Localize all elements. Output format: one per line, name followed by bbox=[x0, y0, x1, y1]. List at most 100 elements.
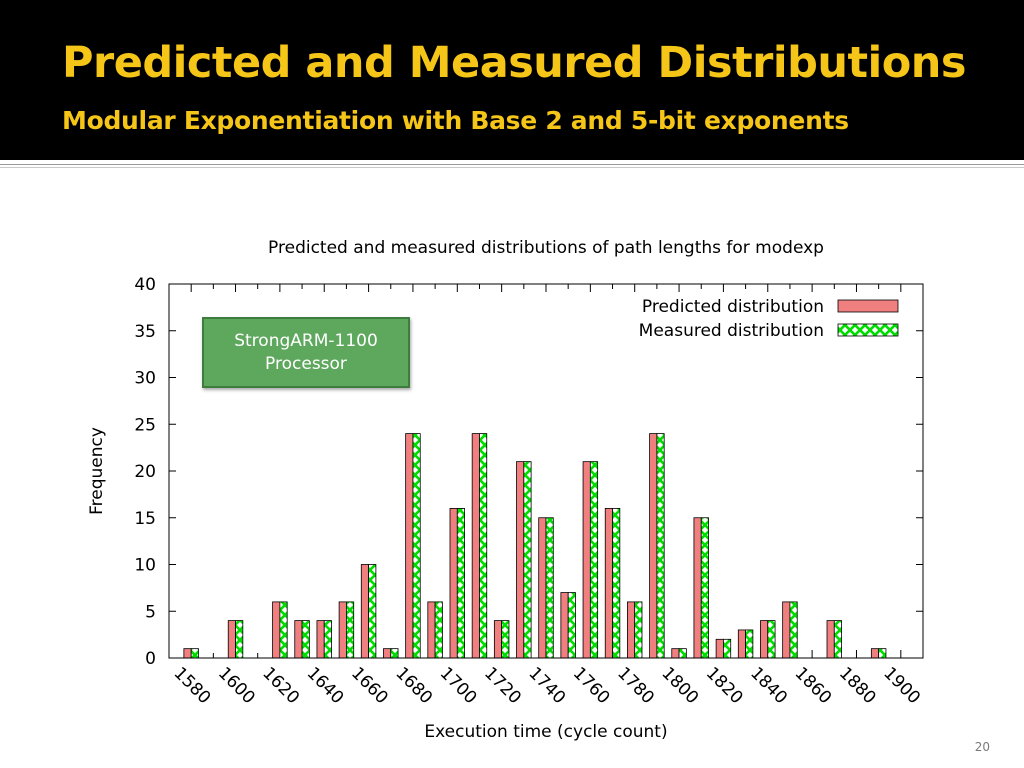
bar-measured bbox=[301, 620, 310, 659]
bar-measured bbox=[523, 461, 532, 659]
bar-measured bbox=[612, 507, 621, 659]
bar-predicted bbox=[360, 564, 369, 659]
slide-number: 20 bbox=[974, 740, 990, 754]
y-tick-label: 10 bbox=[134, 556, 156, 576]
bar-predicted bbox=[516, 461, 525, 659]
bar-predicted bbox=[493, 620, 503, 659]
x-tick-label: 1800 bbox=[658, 663, 703, 708]
bar-measured bbox=[723, 638, 732, 659]
bar-predicted bbox=[604, 507, 613, 659]
bar-predicted bbox=[870, 648, 880, 659]
bar-predicted bbox=[471, 433, 480, 659]
bar-measured bbox=[700, 517, 709, 659]
bar-measured bbox=[789, 601, 798, 659]
slide-subtitle: Modular Exponentiation with Base 2 and 5… bbox=[62, 106, 849, 135]
bar-predicted bbox=[671, 648, 680, 659]
x-tick-label: 1720 bbox=[480, 663, 525, 708]
bar-predicted bbox=[782, 601, 791, 659]
header-divider-secondary bbox=[0, 167, 1024, 168]
bar-predicted bbox=[183, 648, 192, 659]
y-tick-label: 25 bbox=[134, 415, 156, 435]
header-divider bbox=[0, 164, 1024, 165]
bar-predicted bbox=[538, 517, 547, 659]
legend-label: Predicted distribution bbox=[642, 297, 824, 317]
x-tick-label: 1700 bbox=[436, 663, 481, 708]
bar-predicted bbox=[649, 433, 658, 659]
bar-measured bbox=[346, 601, 355, 659]
x-tick-label: 1660 bbox=[347, 663, 392, 708]
x-tick-label: 1900 bbox=[879, 663, 924, 708]
bar-predicted bbox=[449, 507, 458, 659]
x-tick-label: 1740 bbox=[524, 663, 569, 708]
processor-annotation-box: StrongARM-1100 Processor bbox=[202, 317, 410, 388]
bar-predicted bbox=[826, 620, 835, 659]
bar-measured bbox=[456, 507, 465, 659]
bar-measured bbox=[589, 461, 599, 659]
bar-measured bbox=[878, 648, 887, 659]
bar-measured bbox=[368, 564, 377, 659]
bar-predicted bbox=[227, 620, 236, 659]
bar-measured bbox=[767, 620, 776, 659]
x-tick-label: 1680 bbox=[391, 663, 436, 708]
y-tick-label: 40 bbox=[134, 275, 156, 295]
y-axis-label: Frequency bbox=[87, 427, 107, 515]
bar-predicted bbox=[383, 648, 392, 659]
legend-swatch bbox=[837, 323, 899, 337]
bar-predicted bbox=[405, 433, 414, 659]
slide-title: Predicted and Measured Distributions bbox=[62, 38, 967, 88]
bar-predicted bbox=[582, 461, 591, 659]
x-tick-label: 1760 bbox=[569, 663, 614, 708]
y-tick-label: 0 bbox=[145, 649, 156, 669]
bar-measured bbox=[323, 620, 332, 659]
bar-measured bbox=[235, 620, 244, 659]
x-tick-label: 1840 bbox=[746, 663, 791, 708]
bar-measured bbox=[678, 648, 687, 659]
bar-predicted bbox=[560, 592, 569, 659]
bar-measured bbox=[279, 601, 288, 659]
y-tick-label: 20 bbox=[134, 462, 156, 482]
x-tick-label: 1640 bbox=[303, 663, 348, 708]
annotation-line-2: Processor bbox=[265, 353, 347, 374]
bar-predicted bbox=[760, 620, 769, 659]
bar-predicted bbox=[427, 601, 436, 659]
bar-measured bbox=[479, 433, 488, 659]
y-tick-label: 35 bbox=[134, 322, 156, 342]
x-tick-label: 1820 bbox=[702, 663, 747, 708]
bar-measured bbox=[434, 601, 443, 659]
bar-measured bbox=[190, 648, 199, 659]
bar-predicted bbox=[737, 629, 746, 659]
bar-measured bbox=[745, 629, 754, 659]
bar-predicted bbox=[338, 601, 347, 659]
bar-predicted bbox=[316, 620, 325, 659]
x-tick-label: 1620 bbox=[258, 663, 303, 708]
y-tick-label: 5 bbox=[145, 602, 156, 622]
bar-measured bbox=[634, 601, 643, 659]
bar-measured bbox=[656, 433, 665, 659]
bar-measured bbox=[412, 433, 421, 659]
x-axis-label: Execution time (cycle count) bbox=[424, 722, 667, 742]
legend-swatch bbox=[837, 299, 899, 313]
x-tick-label: 1880 bbox=[835, 663, 880, 708]
bar-predicted bbox=[272, 601, 281, 659]
bar-measured bbox=[545, 517, 554, 659]
x-tick-label: 1600 bbox=[214, 663, 259, 708]
bar-predicted bbox=[627, 601, 636, 659]
bar-predicted bbox=[294, 620, 303, 659]
bar-predicted bbox=[693, 517, 702, 659]
legend-label: Measured distribution bbox=[639, 321, 824, 341]
x-tick-label: 1580 bbox=[170, 663, 215, 708]
x-tick-label: 1780 bbox=[613, 663, 658, 708]
bar-measured bbox=[390, 648, 399, 659]
bar-predicted bbox=[715, 638, 724, 659]
y-tick-label: 15 bbox=[134, 509, 156, 529]
bar-measured bbox=[567, 592, 576, 659]
annotation-line-1: StrongARM-1100 bbox=[234, 330, 378, 351]
y-tick-label: 30 bbox=[134, 369, 156, 389]
x-tick-label: 1860 bbox=[791, 663, 836, 708]
bar-measured bbox=[501, 620, 510, 659]
plot-frame bbox=[168, 283, 924, 659]
bar-measured bbox=[833, 620, 842, 659]
slide-header bbox=[0, 0, 1024, 160]
chart-title: Predicted and measured distributions of … bbox=[268, 238, 824, 258]
